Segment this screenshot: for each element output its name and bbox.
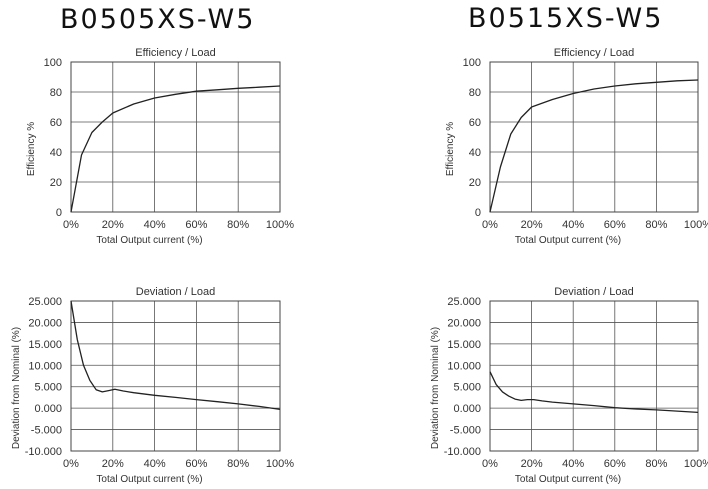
y-tick-label: 60 [469,117,481,129]
y-tick-label: 40 [469,147,481,159]
y-axis-label: Deviation from Nominal (%) [11,327,22,449]
y-tick-label: 5.000 [453,382,481,394]
y-tick-label: 20 [50,177,62,189]
y-tick-label: 15.000 [447,339,481,351]
x-tick-label: 0% [63,458,79,470]
y-tick-label: -10.000 [444,446,481,458]
x-tick-label: 60% [604,219,626,231]
y-tick-label: 0 [56,207,62,219]
x-tick-label: 0% [482,458,498,470]
x-tick-label: 100% [266,219,294,231]
x-tick-label: 80% [645,219,667,231]
series-line-1 [70,85,281,213]
x-tick-label: 40% [562,219,584,231]
y-tick-label: 25.000 [28,296,62,308]
y-tick-label: 60 [50,117,62,129]
y-tick-label: 20.000 [28,317,62,329]
plot-frame [70,300,281,452]
series-line-1 [489,371,699,414]
x-tick-label: 60% [185,219,207,231]
x-tick-label: 40% [562,458,584,470]
chart-title: Deviation / Load [554,286,634,298]
x-tick-label: 100% [266,458,294,470]
chart-1: Efficiency / Load 0% 20% 40% 60% 80% 100% 0 20 40… [26,47,294,246]
x-tick-label: 40% [144,458,166,470]
model-title-left: B0505XS-W5 [60,4,256,35]
y-axis-label: Efficiency % [445,122,456,176]
x-tick-label: 0% [63,219,79,231]
y-axis-label: Efficiency % [26,122,37,176]
model-title-right: B0515XS-W5 [468,3,664,34]
x-tick-label: 80% [227,458,249,470]
series-line-1 [489,79,699,213]
y-tick-label: 40 [50,147,62,159]
x-axis-label: Total Output current (%) [96,474,202,485]
x-axis-label: Total Output current (%) [515,474,621,485]
y-tick-label: -5.000 [31,425,62,437]
x-tick-label: 0% [482,219,498,231]
chart-4: Deviation / Load 0% 20% 40% 60% 80% 100% 25.000… [430,286,708,485]
y-tick-label: 0.000 [453,403,481,415]
series-line-1 [70,300,281,411]
y-tick-label: 100 [44,57,62,69]
y-tick-label: 15.000 [28,339,62,351]
y-tick-label: 10.000 [447,360,481,372]
y-tick-label: 25.000 [447,296,481,308]
chart-title: Efficiency / Load [554,47,635,59]
y-tick-label: 100 [463,57,481,69]
plot-frame [70,61,281,213]
x-tick-label: 40% [144,219,166,231]
y-tick-label: 20.000 [447,317,481,329]
x-tick-label: 80% [227,219,249,231]
x-tick-label: 60% [604,458,626,470]
y-axis-label: Deviation from Nominal (%) [430,327,441,449]
y-tick-label: 5.000 [34,382,62,394]
y-tick-label: 10.000 [28,360,62,372]
chart-2: Efficiency / Load 0% 20% 40% 60% 80% 100% 0 20 40… [445,47,708,246]
x-tick-label: 20% [102,458,124,470]
y-tick-label: 0 [475,207,481,219]
x-tick-label: 20% [521,219,543,231]
y-tick-label: 80 [469,87,481,99]
x-axis-label: Total Output current (%) [515,235,621,246]
x-tick-label: 20% [102,219,124,231]
x-tick-label: 20% [521,458,543,470]
y-tick-label: 20 [469,177,481,189]
x-tick-label: 80% [645,458,667,470]
y-tick-label: 0.000 [34,403,62,415]
x-tick-label: 60% [185,458,207,470]
y-tick-label: 80 [50,87,62,99]
plot-frame [489,300,699,452]
plot-frame [489,61,699,213]
x-tick-label: 100% [684,219,708,231]
chart-title: Deviation / Load [136,286,216,298]
x-axis-label: Total Output current (%) [96,235,202,246]
x-tick-label: 100% [684,458,708,470]
y-tick-label: -5.000 [450,425,481,437]
y-tick-label: -10.000 [25,446,62,458]
chart-title: Efficiency / Load [135,47,216,59]
chart-3: Deviation / Load 0% 20% 40% 60% 80% 100% 25.000… [11,286,294,485]
